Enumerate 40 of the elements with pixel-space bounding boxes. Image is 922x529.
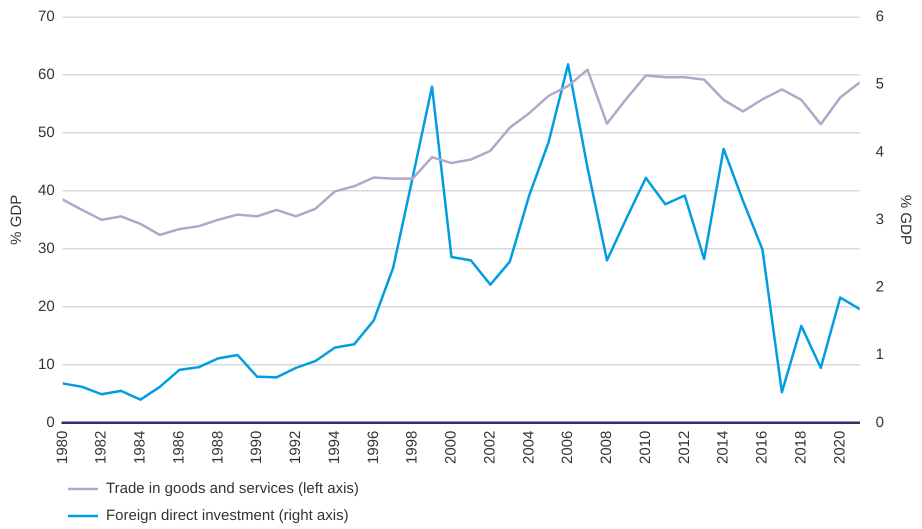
x-tick-label: 2020 — [831, 430, 848, 464]
x-tick-label: 2000 — [442, 430, 460, 464]
x-tick-label: 1994 — [326, 430, 343, 464]
y-tick-label: 30 — [38, 240, 55, 257]
y-tick-label: 10 — [38, 356, 55, 373]
x-tick-label: 1984 — [132, 430, 149, 464]
legend-label: Trade in goods and services (left axis) — [106, 480, 359, 498]
x-tick-label: 1996 — [364, 430, 382, 464]
x-tick-label: 1982 — [92, 430, 110, 464]
y2-tick-label: 5 — [876, 76, 884, 93]
x-tick-label: 2008 — [598, 430, 616, 464]
y2-tick-label: 4 — [876, 143, 884, 160]
x-tick-label: 1980 — [54, 430, 71, 464]
y2-axis-title: % GDP — [896, 194, 914, 245]
x-tick-label: 2012 — [676, 430, 693, 464]
y-tick-label: 60 — [38, 66, 55, 84]
x-tick-label: 2014 — [714, 430, 732, 464]
x-tick-label: 2016 — [754, 430, 771, 464]
x-tick-label: 2002 — [481, 430, 498, 464]
y2-tick-label: 0 — [876, 414, 884, 431]
x-tick-label: 2010 — [636, 430, 654, 464]
y-tick-label: 0 — [46, 414, 55, 431]
x-tick-label: 2006 — [559, 430, 576, 464]
y2-tick-label: 2 — [876, 278, 884, 296]
y2-tick-label: 3 — [876, 210, 884, 228]
x-tick-label: 2018 — [792, 430, 810, 464]
y-tick-label: 50 — [38, 124, 55, 142]
x-tick-label: 1986 — [170, 430, 188, 464]
legend-label: Foreign direct investment (right axis) — [106, 507, 349, 524]
x-tick-label: 2004 — [520, 430, 538, 464]
x-tick-label: 1988 — [209, 430, 226, 464]
x-tick-label: 1998 — [404, 430, 421, 464]
x-tick-label: 1990 — [248, 430, 266, 464]
y2-tick-label: 6 — [876, 8, 884, 26]
y-tick-label: 40 — [38, 182, 55, 199]
y2-tick-label: 1 — [876, 346, 884, 364]
y-tick-label: 20 — [38, 298, 55, 315]
y-tick-label: 70 — [38, 8, 55, 26]
y-axis-title: % GDP — [8, 194, 26, 245]
x-tick-label: 1992 — [287, 430, 304, 464]
